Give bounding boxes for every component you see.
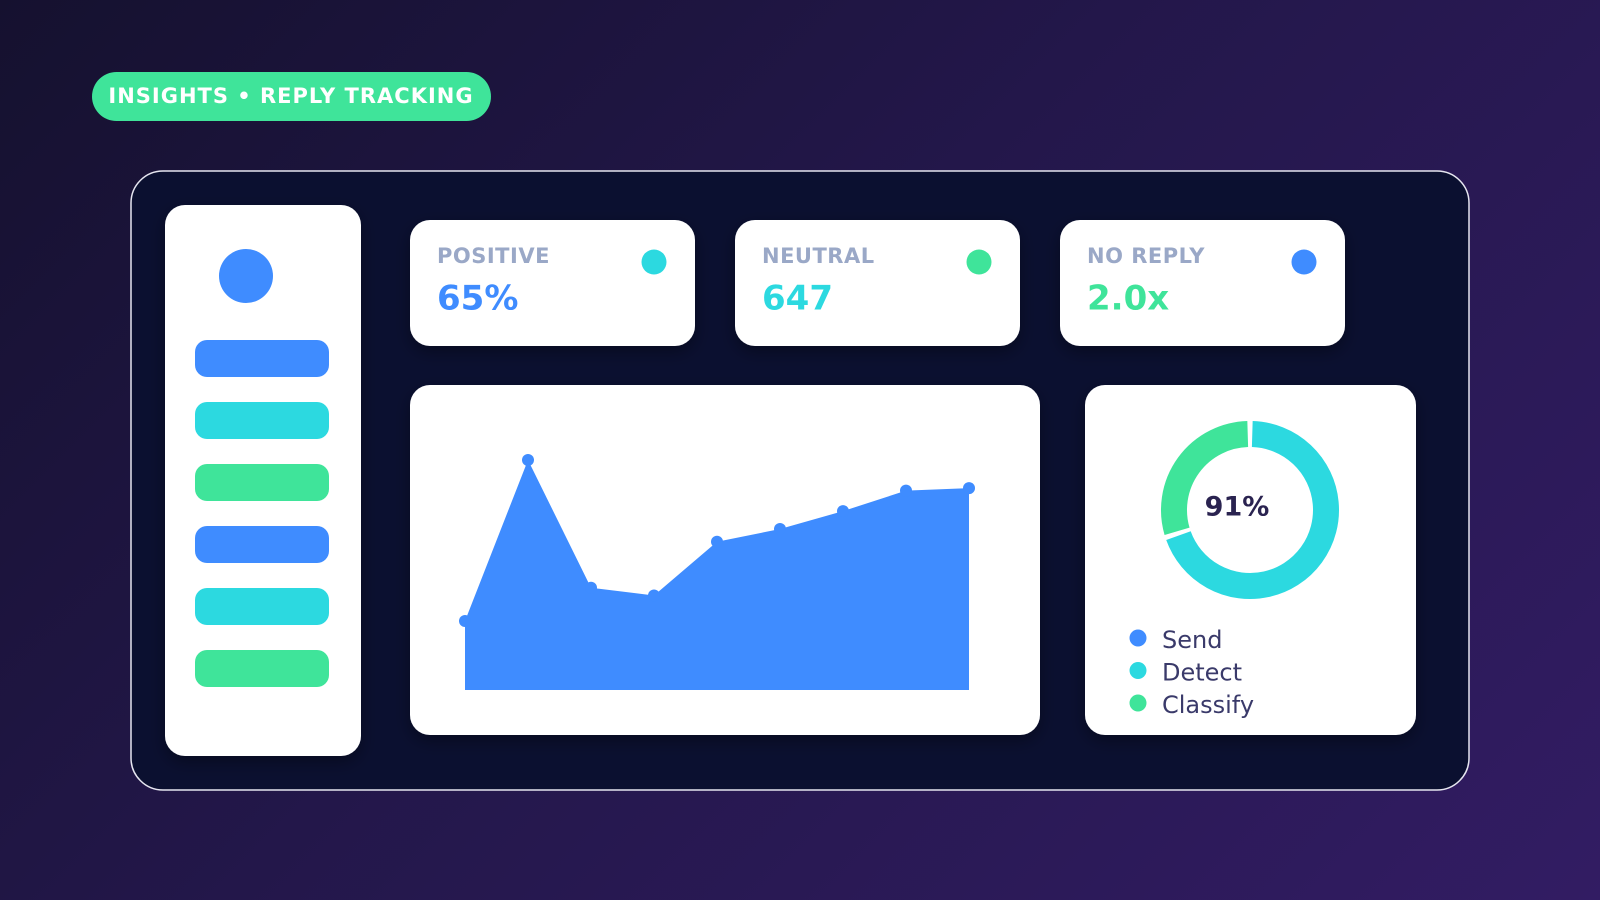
donut-card	[1085, 385, 1416, 735]
data-point	[459, 615, 471, 627]
menu-item[interactable]	[195, 340, 329, 377]
legend-dot	[1129, 629, 1147, 647]
status-dot	[1291, 249, 1317, 275]
kpi-card	[1060, 220, 1345, 346]
area	[465, 460, 969, 690]
status-dot	[641, 249, 667, 275]
badge	[92, 72, 491, 121]
kpi-value: 2.0x	[1087, 279, 1169, 319]
data-point	[522, 454, 534, 466]
kpi-row: POSITIVE 65% NEUTRAL 647 NO REPLY 2.0x	[410, 220, 1345, 346]
data-point	[648, 589, 660, 602]
kpi-label: POSITIVE	[437, 244, 550, 268]
kpi-label: NEUTRAL	[762, 244, 875, 268]
kpi-value: 647	[762, 279, 833, 319]
kpi-card	[735, 220, 1020, 346]
status-dot	[966, 249, 992, 275]
menu-item[interactable]	[195, 402, 329, 439]
kpi-card	[410, 220, 695, 346]
data-point	[900, 484, 912, 497]
legend-label: Classify	[1162, 691, 1254, 719]
data-point	[585, 581, 597, 594]
kpi-label: NO REPLY	[1087, 244, 1205, 268]
legend-label: Detect	[1162, 659, 1242, 687]
kpi-value: 65%	[437, 279, 518, 319]
data-point	[711, 535, 723, 548]
sidebar	[165, 205, 361, 756]
badge-text: INSIGHTS • REPLY TRACKING	[108, 84, 473, 108]
data-point	[963, 482, 975, 495]
menu-item[interactable]	[195, 588, 329, 625]
legend-label: Send	[1162, 626, 1222, 654]
menu-item[interactable]	[195, 526, 329, 563]
donut-center-label: 91%	[1205, 492, 1270, 523]
legend-dot	[1129, 662, 1147, 679]
menu-item[interactable]	[195, 650, 329, 687]
legend-dot	[1129, 694, 1147, 712]
donut-segment	[1161, 421, 1249, 535]
menu-item[interactable]	[195, 464, 329, 501]
avatar	[219, 249, 273, 303]
data-point	[837, 505, 849, 518]
charts: Send Detect Classify 91%	[459, 421, 1339, 719]
data-point	[774, 523, 786, 535]
donut-segment	[1166, 421, 1339, 599]
